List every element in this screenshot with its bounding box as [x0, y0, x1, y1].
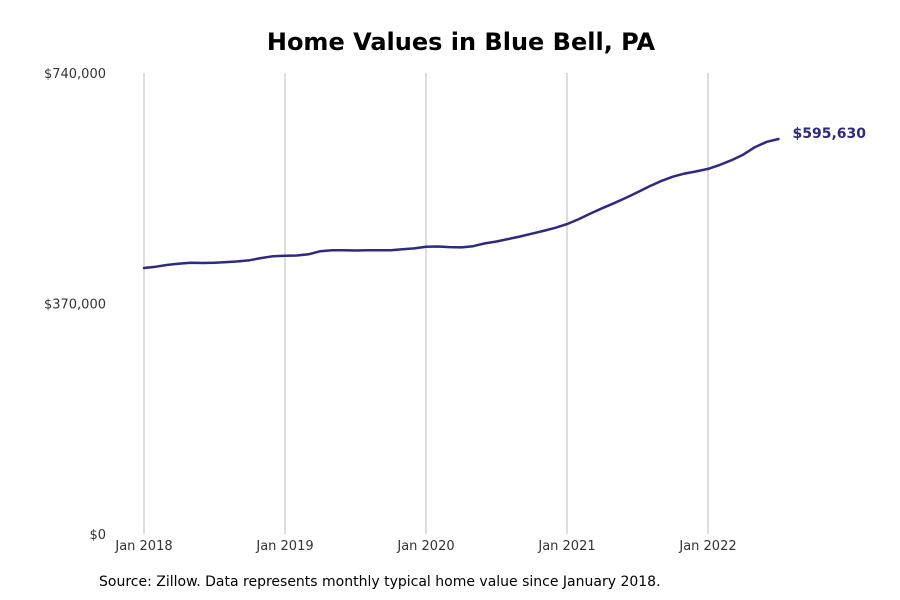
x-tick-label: Jan 2019 [255, 539, 313, 554]
end-value-label: $595,630 [793, 126, 867, 142]
series-line [142, 137, 780, 270]
gridlines [143, 73, 709, 534]
x-tick-label: Jan 2021 [537, 539, 595, 554]
x-axis-tick-labels: Jan 2018 Jan 2019 Jan 2020 Jan 2021 Jan 2022 [114, 539, 736, 554]
y-tick-label: $370,000 [44, 298, 106, 313]
x-tick-label: Jan 2022 [678, 539, 736, 554]
x-tick-label: Jan 2018 [114, 539, 172, 554]
source-note: Source: Zillow. Data represents monthly … [99, 574, 661, 590]
x-tick-label: Jan 2020 [396, 539, 454, 554]
y-tick-label: $0 [89, 528, 106, 543]
y-axis-tick-labels: $0 $370,000 $740,000 [44, 67, 106, 543]
chart-title: Home Values in Blue Bell, PA [266, 28, 656, 56]
y-tick-label: $740,000 [44, 67, 106, 82]
